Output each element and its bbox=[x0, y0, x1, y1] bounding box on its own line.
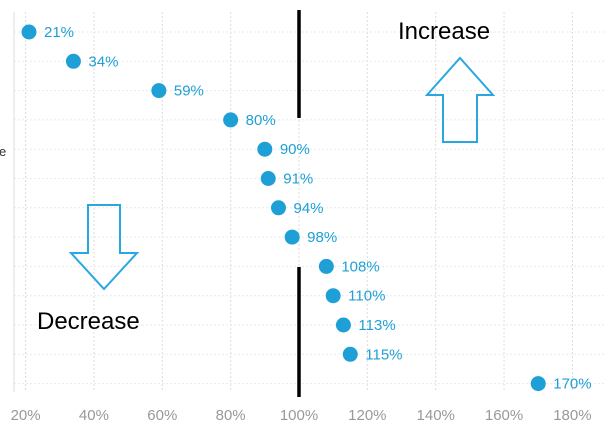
data-label: 21% bbox=[44, 24, 74, 41]
data-point bbox=[335, 317, 351, 333]
data-label: 170% bbox=[553, 376, 591, 393]
data-label: 108% bbox=[341, 258, 379, 275]
data-label: 94% bbox=[293, 200, 323, 217]
decrease-label: Decrease bbox=[37, 308, 140, 335]
x-tick-label: 20% bbox=[11, 407, 41, 423]
data-label: 34% bbox=[88, 53, 118, 70]
data-label: 80% bbox=[246, 112, 276, 129]
x-tick-label: 40% bbox=[79, 407, 109, 423]
x-tick-label: 140% bbox=[417, 407, 455, 423]
x-tick-label: 100% bbox=[280, 407, 318, 423]
data-label: 90% bbox=[280, 141, 310, 158]
data-label: 91% bbox=[283, 171, 313, 188]
increase-arrow-icon bbox=[424, 56, 496, 143]
data-label: 59% bbox=[174, 83, 204, 100]
data-label: 110% bbox=[348, 288, 385, 305]
data-point bbox=[65, 53, 81, 69]
x-tick-label: 180% bbox=[553, 407, 591, 423]
decrease-arrow-icon bbox=[68, 204, 140, 291]
data-point bbox=[342, 346, 358, 362]
data-label: 113% bbox=[358, 317, 395, 334]
data-point bbox=[318, 258, 334, 274]
x-tick-label: 80% bbox=[216, 407, 246, 423]
data-point bbox=[530, 376, 546, 392]
cut-off-category-label: e bbox=[0, 144, 6, 159]
data-point bbox=[223, 112, 239, 128]
data-label: 115% bbox=[365, 346, 402, 363]
data-point bbox=[260, 171, 276, 186]
x-axis-ticks: 20% 40% 60% 80% 100% 120% 140% 160% 180% bbox=[11, 407, 592, 423]
grid-lines bbox=[13, 12, 605, 392]
increase-label: Increase bbox=[398, 18, 490, 45]
x-tick-label: 60% bbox=[147, 407, 177, 423]
data-points: 21% 34% 59% 80%90% 91% 94% 98%108% 110% 113% 115%… bbox=[21, 24, 592, 393]
data-point bbox=[270, 200, 286, 216]
x-tick-label: 120% bbox=[348, 407, 386, 423]
data-point bbox=[257, 141, 273, 157]
data-point bbox=[325, 288, 341, 304]
data-label: 98% bbox=[307, 229, 337, 246]
x-tick-label: 160% bbox=[485, 407, 523, 423]
data-point bbox=[21, 24, 37, 40]
data-point bbox=[151, 83, 167, 99]
data-point bbox=[284, 229, 300, 245]
